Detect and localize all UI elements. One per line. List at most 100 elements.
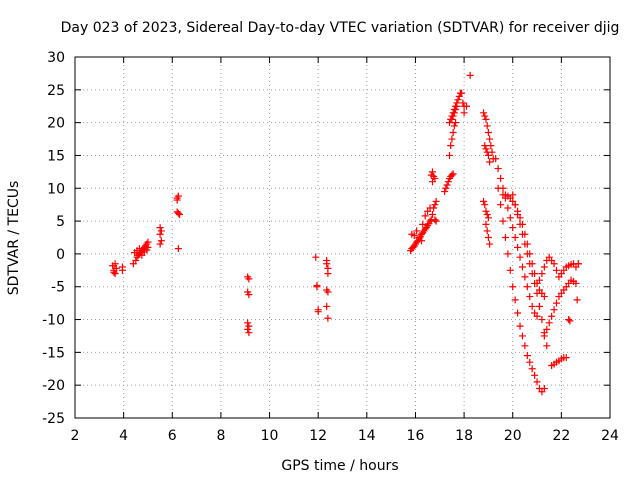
data-point bbox=[431, 216, 439, 224]
data-point bbox=[499, 217, 507, 225]
data-point bbox=[432, 197, 440, 205]
data-point bbox=[566, 317, 574, 325]
chart-title: Day 023 of 2023, Sidereal Day-to-day VTE… bbox=[61, 20, 620, 36]
data-point bbox=[157, 237, 165, 245]
y-tick-label: 10 bbox=[47, 181, 65, 197]
data-point bbox=[481, 201, 489, 209]
data-point bbox=[548, 312, 556, 320]
y-axis-label: SDTVAR / TECUs bbox=[6, 181, 22, 296]
data-point bbox=[431, 201, 439, 209]
data-point bbox=[450, 122, 458, 130]
data-point bbox=[448, 112, 456, 120]
data-point bbox=[132, 256, 140, 264]
series-cluster-11 bbox=[494, 184, 548, 396]
data-point bbox=[523, 352, 531, 360]
y-tick-label: 25 bbox=[47, 83, 65, 99]
data-point bbox=[511, 296, 519, 304]
data-point bbox=[484, 214, 492, 222]
data-point bbox=[540, 384, 548, 392]
data-point bbox=[112, 264, 120, 272]
data-point bbox=[565, 316, 573, 324]
data-point bbox=[480, 109, 488, 117]
data-point bbox=[533, 289, 541, 297]
data-point bbox=[446, 151, 453, 159]
data-point bbox=[526, 260, 534, 268]
data-point bbox=[482, 220, 490, 228]
x-tick-label: 24 bbox=[601, 428, 619, 444]
data-point bbox=[494, 165, 502, 173]
data-point bbox=[494, 184, 502, 192]
tick-labels: 2 4 6 8 10 12 14 16 18 20 22 24302520151050-5-10-15… bbox=[42, 50, 619, 444]
data-point bbox=[245, 275, 253, 283]
data-point bbox=[143, 246, 151, 254]
series-cluster-1 bbox=[109, 260, 126, 278]
data-point bbox=[447, 142, 455, 150]
data-point bbox=[562, 354, 570, 362]
data-point bbox=[245, 322, 253, 330]
data-point bbox=[324, 270, 332, 278]
data-point bbox=[432, 217, 440, 225]
data-point bbox=[528, 302, 536, 310]
data-points bbox=[109, 71, 582, 396]
data-point bbox=[516, 253, 524, 261]
x-tick-label: 16 bbox=[407, 428, 425, 444]
data-point bbox=[538, 270, 546, 278]
data-point bbox=[535, 302, 543, 310]
data-point bbox=[553, 266, 560, 274]
data-point bbox=[135, 245, 143, 253]
x-tick-label: 18 bbox=[455, 428, 473, 444]
data-point bbox=[483, 211, 491, 219]
data-point bbox=[492, 155, 500, 163]
data-point bbox=[514, 211, 522, 219]
data-point bbox=[419, 220, 427, 228]
x-tick-label: 12 bbox=[309, 428, 327, 444]
data-point bbox=[501, 234, 509, 241]
data-point bbox=[518, 263, 526, 271]
x-tick-label: 20 bbox=[504, 428, 522, 444]
data-point bbox=[573, 296, 581, 304]
data-point bbox=[466, 71, 474, 79]
data-point bbox=[533, 312, 541, 320]
data-point bbox=[484, 128, 492, 136]
data-point bbox=[449, 128, 457, 136]
data-point bbox=[509, 191, 517, 199]
data-point bbox=[521, 240, 529, 248]
data-point bbox=[506, 214, 514, 222]
data-point bbox=[156, 230, 164, 238]
data-point bbox=[441, 188, 449, 196]
data-point bbox=[504, 250, 512, 258]
data-point bbox=[553, 299, 560, 307]
data-point bbox=[450, 106, 458, 114]
data-point bbox=[486, 240, 494, 248]
series-cluster-2 bbox=[129, 238, 152, 268]
data-point bbox=[514, 309, 522, 317]
data-point bbox=[487, 142, 495, 150]
data-point bbox=[446, 119, 453, 127]
data-point bbox=[572, 279, 580, 287]
series-cluster-7 bbox=[441, 71, 474, 196]
data-point bbox=[110, 268, 118, 276]
data-point bbox=[174, 192, 182, 200]
data-point bbox=[444, 178, 452, 186]
data-point bbox=[452, 102, 460, 110]
data-point bbox=[528, 365, 536, 373]
data-point bbox=[447, 115, 455, 123]
data-point bbox=[428, 168, 436, 176]
data-point bbox=[516, 220, 524, 228]
data-point bbox=[421, 212, 429, 220]
data-point bbox=[482, 145, 490, 153]
data-point bbox=[484, 151, 492, 159]
data-point bbox=[312, 253, 320, 261]
data-point bbox=[504, 204, 512, 212]
series-cluster-8 bbox=[480, 109, 497, 248]
data-point bbox=[324, 314, 332, 322]
data-point bbox=[486, 158, 494, 166]
data-point bbox=[481, 112, 489, 120]
data-point bbox=[156, 240, 164, 248]
data-point bbox=[323, 302, 331, 310]
data-point bbox=[245, 291, 253, 299]
data-point bbox=[509, 224, 517, 232]
data-point bbox=[506, 266, 514, 274]
series-cluster-3 bbox=[156, 192, 184, 253]
data-point bbox=[533, 378, 541, 386]
